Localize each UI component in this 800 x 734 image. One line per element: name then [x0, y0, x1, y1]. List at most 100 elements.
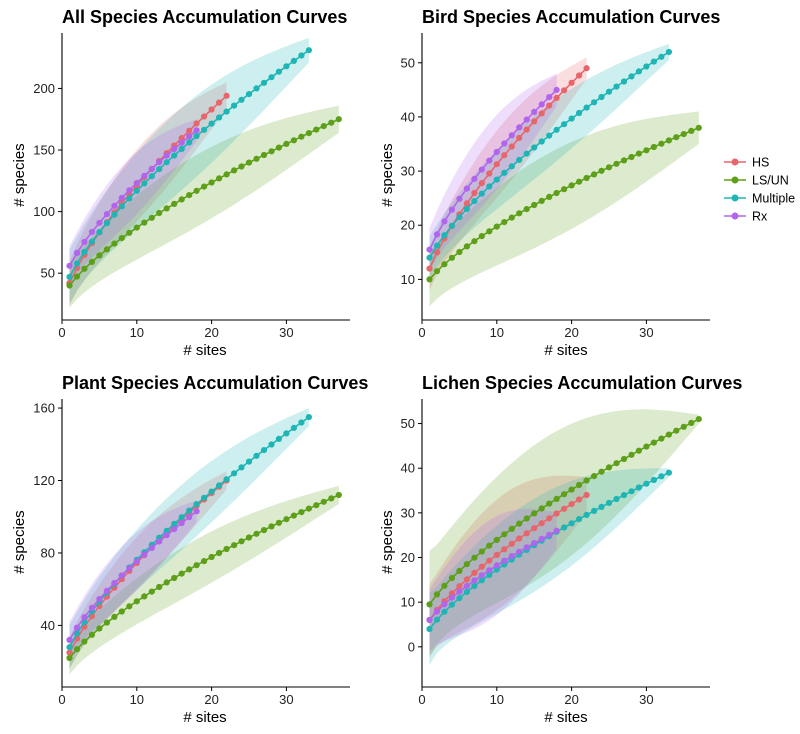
- data-point: [463, 582, 470, 590]
- data-point: [260, 151, 268, 159]
- data-point: [208, 488, 215, 495]
- data-point: [193, 508, 200, 515]
- data-point: [553, 495, 560, 502]
- data-point: [478, 572, 485, 579]
- data-point: [313, 126, 320, 133]
- data-point: [231, 167, 238, 174]
- data-point: [508, 553, 515, 560]
- data-point: [516, 548, 523, 555]
- series-points: [426, 48, 673, 261]
- data-point: [553, 126, 560, 133]
- ci-band: [69, 105, 339, 308]
- panel-title: Plant Species Accumulation Curves: [62, 373, 368, 393]
- data-point: [66, 273, 73, 280]
- data-point: [103, 220, 110, 227]
- data-point: [620, 157, 628, 164]
- data-point: [493, 148, 500, 156]
- data-point: [141, 219, 148, 226]
- data-point: [216, 99, 223, 106]
- y-axis-title: # species: [379, 510, 396, 573]
- data-point: [478, 577, 485, 584]
- panel-all-species: All Species Accumulation Curves # sites …: [11, 7, 350, 359]
- data-point: [66, 644, 73, 651]
- data-point: [268, 523, 275, 530]
- data-point: [193, 562, 200, 569]
- data-point: [471, 189, 478, 197]
- data-point: [486, 170, 493, 177]
- ci-bands: [69, 37, 339, 308]
- data-point: [193, 120, 200, 127]
- data-point: [171, 145, 178, 153]
- data-point: [118, 572, 125, 579]
- data-point: [193, 187, 200, 194]
- series-points: [66, 116, 342, 289]
- data-point: [201, 183, 208, 190]
- data-point: [156, 583, 163, 591]
- data-point: [111, 202, 118, 209]
- data-point: [126, 229, 133, 236]
- data-point: [456, 248, 463, 256]
- data-point: [186, 133, 193, 140]
- data-point: [478, 180, 485, 187]
- data-point: [463, 243, 470, 250]
- data-point: [245, 159, 253, 166]
- data-point: [103, 246, 110, 253]
- y-tick-label: 50: [401, 55, 415, 70]
- data-point: [313, 502, 320, 509]
- data-point: [508, 143, 515, 150]
- data-point: [111, 579, 118, 587]
- data-point: [516, 134, 523, 141]
- data-point: [178, 135, 185, 142]
- series-lines: [426, 416, 702, 633]
- data-point: [320, 123, 327, 130]
- data-point: [118, 203, 125, 210]
- data-point: [73, 260, 81, 267]
- data-point: [538, 535, 545, 543]
- data-point: [531, 144, 538, 151]
- data-point: [628, 153, 635, 161]
- y-tick-label: 120: [33, 473, 55, 488]
- x-tick-label: 30: [279, 692, 293, 707]
- data-point: [133, 558, 140, 565]
- data-point: [66, 649, 73, 656]
- data-point: [238, 163, 245, 170]
- data-point: [126, 187, 133, 194]
- data-point: [486, 571, 493, 579]
- data-point: [426, 601, 433, 608]
- panel-title: Lichen Species Accumulation Curves: [422, 373, 742, 393]
- data-point: [628, 451, 635, 458]
- data-point: [486, 557, 493, 564]
- data-point: [283, 63, 290, 70]
- data-point: [433, 242, 441, 249]
- data-point: [665, 48, 673, 56]
- data-point: [531, 201, 538, 209]
- data-point: [471, 238, 478, 245]
- data-point: [283, 516, 290, 523]
- data-point: [186, 507, 193, 514]
- ci-band: [429, 468, 669, 665]
- data-point: [463, 200, 470, 207]
- data-point: [463, 205, 470, 212]
- data-point: [441, 582, 448, 589]
- data-point: [126, 603, 133, 610]
- data-point: [650, 58, 658, 65]
- data-point: [643, 147, 650, 154]
- data-point: [81, 614, 88, 621]
- data-point: [275, 68, 282, 75]
- data-point: [665, 137, 673, 144]
- data-point: [508, 214, 515, 221]
- data-point: [538, 520, 545, 527]
- data-point: [448, 206, 455, 213]
- data-point: [456, 583, 463, 590]
- data-point: [433, 249, 441, 256]
- data-point: [283, 140, 290, 147]
- panel-plant-species: Plant Species Accumulation Curves # site…: [11, 373, 368, 726]
- data-point: [171, 574, 178, 582]
- y-tick-label: 20: [401, 218, 415, 233]
- data-point: [426, 616, 433, 624]
- data-point: [178, 519, 185, 527]
- data-point: [486, 228, 493, 235]
- data-point: [223, 171, 230, 178]
- data-point: [305, 130, 312, 137]
